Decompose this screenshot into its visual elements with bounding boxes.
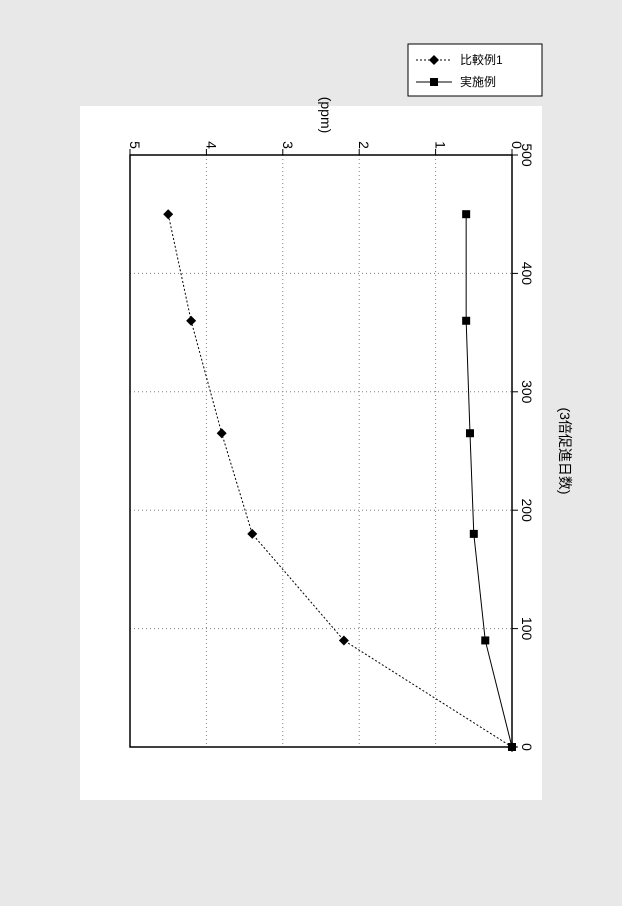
legend-box — [408, 44, 542, 96]
plot-area — [130, 155, 512, 747]
svg-text:(3倍促進日数): (3倍促進日数) — [557, 407, 573, 494]
